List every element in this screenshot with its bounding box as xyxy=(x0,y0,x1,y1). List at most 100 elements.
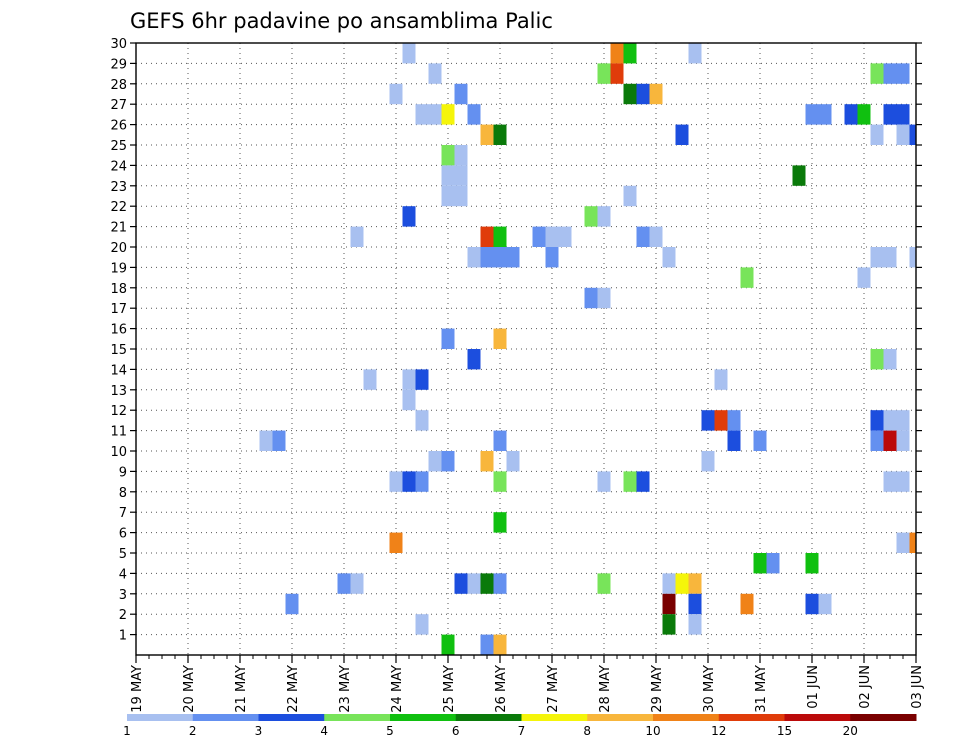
colorbar-swatch xyxy=(390,714,457,721)
colorbar-swatch xyxy=(127,714,194,721)
data-cell xyxy=(454,165,468,186)
data-cell xyxy=(610,43,624,64)
colorbar-label: 20 xyxy=(843,724,858,738)
data-cell xyxy=(701,410,715,431)
data-cell xyxy=(467,247,481,268)
y-tick-label: 5 xyxy=(119,547,127,562)
data-cell xyxy=(545,247,559,268)
y-tick-label: 8 xyxy=(119,486,127,501)
data-cell xyxy=(441,185,455,207)
data-cell xyxy=(402,471,416,492)
data-cell xyxy=(896,532,910,553)
grid-lines xyxy=(136,42,916,655)
y-tick-label: 1 xyxy=(119,629,127,644)
data-cell xyxy=(597,573,611,594)
data-cell xyxy=(688,43,702,64)
data-cell xyxy=(896,63,910,84)
colorbar-swatch xyxy=(192,714,259,721)
data-cell xyxy=(857,267,871,288)
chart-title: GEFS 6hr padavine po ansamblima Palic xyxy=(130,9,553,33)
colorbar-label: 8 xyxy=(583,724,591,738)
x-tick-label: 30 MAY xyxy=(702,665,717,713)
data-cell xyxy=(402,43,416,64)
data-cell xyxy=(688,614,702,635)
data-cell xyxy=(883,430,897,451)
data-cell xyxy=(870,349,884,370)
data-cell xyxy=(792,165,806,186)
y-tick-label: 6 xyxy=(119,527,127,542)
x-tick-label: 20 MAY xyxy=(182,665,197,713)
colorbar-label: 5 xyxy=(386,724,394,738)
colorbar-swatch xyxy=(653,714,720,721)
x-tick-label: 25 MAY xyxy=(442,665,457,713)
y-tick-label: 21 xyxy=(110,221,127,236)
data-cell xyxy=(636,471,650,492)
x-tick-label: 26 MAY xyxy=(494,665,509,713)
data-cell xyxy=(428,104,442,125)
data-cell xyxy=(623,185,637,207)
y-tick-label: 27 xyxy=(110,98,127,113)
data-cell xyxy=(350,573,364,594)
data-cell xyxy=(337,573,351,594)
data-cell xyxy=(662,573,676,594)
data-cell xyxy=(805,553,819,574)
data-cell xyxy=(896,124,910,145)
data-cell xyxy=(493,573,507,594)
data-cell xyxy=(493,512,507,533)
data-cell xyxy=(493,328,507,349)
data-cell xyxy=(428,451,442,472)
data-cell xyxy=(701,451,715,472)
data-cell xyxy=(415,104,429,125)
data-cell xyxy=(272,430,286,451)
data-cell xyxy=(350,226,364,247)
data-cell xyxy=(909,247,916,268)
data-cell xyxy=(805,593,819,615)
data-cell xyxy=(493,124,507,145)
y-tick-label: 14 xyxy=(110,363,127,378)
y-tick-label: 20 xyxy=(110,241,127,256)
colorbar-swatch xyxy=(850,714,917,721)
data-cell xyxy=(870,63,884,84)
y-tick-label: 28 xyxy=(110,78,127,93)
data-cell xyxy=(597,206,611,227)
data-cell xyxy=(402,369,416,390)
data-cell xyxy=(753,430,767,451)
colorbar-label: 1 xyxy=(123,724,131,738)
data-cell xyxy=(688,593,702,615)
colorbar-label: 15 xyxy=(777,724,792,738)
colorbar-label: 10 xyxy=(645,724,660,738)
data-cell xyxy=(506,247,520,268)
data-cell xyxy=(532,226,546,247)
data-cell xyxy=(623,471,637,492)
y-tick-label: 23 xyxy=(110,180,127,195)
data-cell xyxy=(480,634,494,655)
data-cell xyxy=(454,145,468,166)
y-tick-label: 30 xyxy=(110,37,127,52)
y-tick-label: 11 xyxy=(110,425,127,440)
data-cell xyxy=(857,104,871,125)
data-cell xyxy=(480,247,494,268)
data-cell xyxy=(714,369,728,390)
x-tick-label: 21 MAY xyxy=(234,665,249,713)
data-cell xyxy=(415,369,429,390)
data-cell xyxy=(415,614,429,635)
data-cell xyxy=(896,104,910,125)
data-cell xyxy=(883,410,897,431)
colorbar-label: 4 xyxy=(320,724,328,738)
data-cell xyxy=(844,104,858,125)
data-cell xyxy=(493,634,507,655)
y-tick-label: 17 xyxy=(110,302,127,317)
data-cell xyxy=(584,206,598,227)
data-cell xyxy=(493,247,507,268)
data-cell xyxy=(662,614,676,635)
x-tick-label: 28 MAY xyxy=(598,665,613,713)
data-cell xyxy=(636,83,650,105)
y-tick-label: 15 xyxy=(110,343,127,358)
data-cell xyxy=(558,226,572,247)
x-axis: 19 MAY 20 MAY 21 MAY 22 MAY 23 MAY 24 MAY 25 M… xyxy=(130,655,925,713)
data-cell xyxy=(753,553,767,574)
data-cell xyxy=(766,553,780,574)
colorbar-label: 2 xyxy=(189,724,197,738)
data-cell xyxy=(727,410,741,431)
data-cell xyxy=(870,410,884,431)
